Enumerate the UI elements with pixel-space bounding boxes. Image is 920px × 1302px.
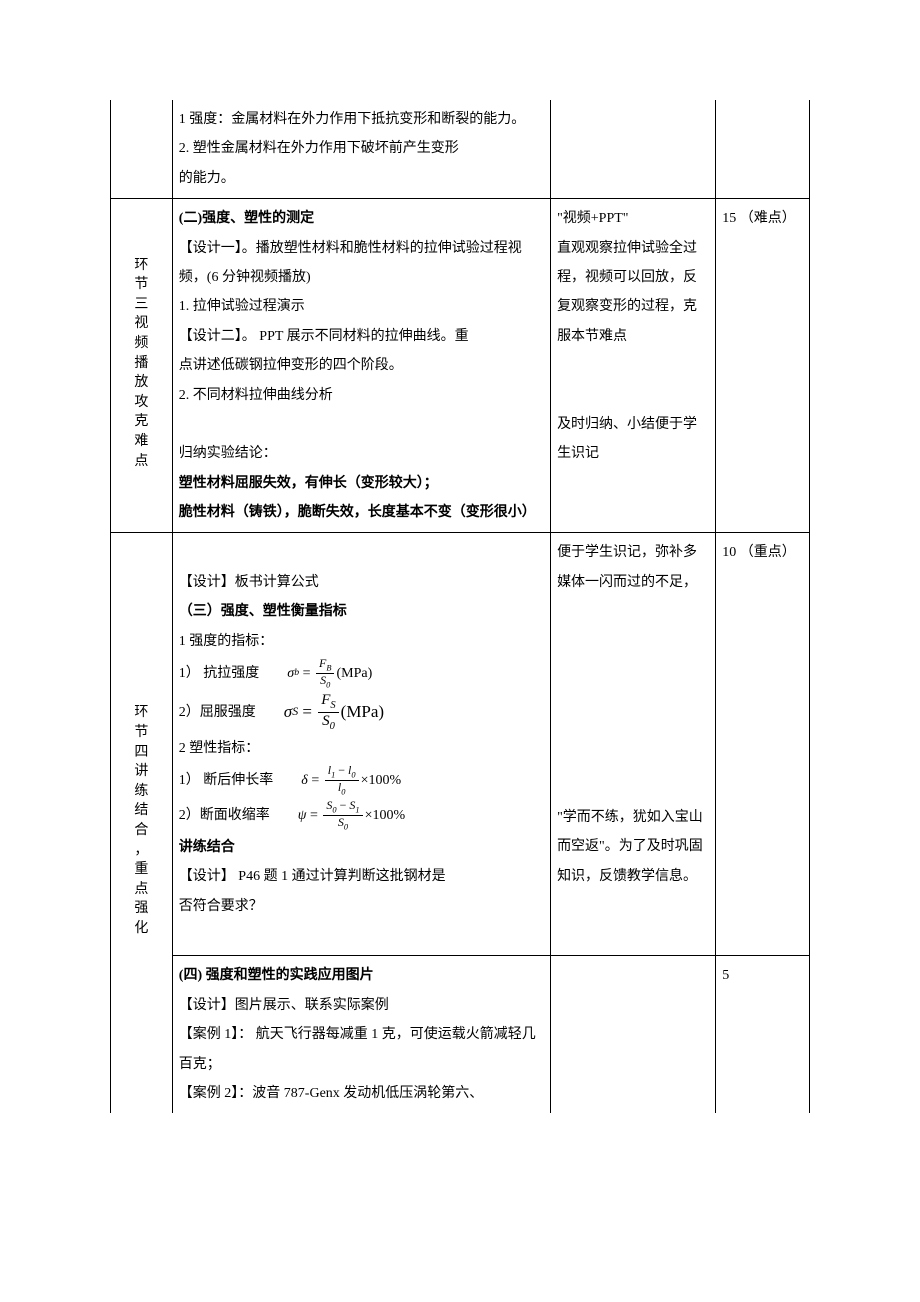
reason-text: 便于学生识记，弥补多媒体一闪而过的不足， xyxy=(557,538,709,597)
time-cell-empty xyxy=(716,100,810,199)
design-text: 【设计】图片展示、联系实际案例 xyxy=(179,991,544,1020)
design-text: 【设计一】。播放塑性材料和脆性材料的拉伸试验过程视频，(6 分钟视频播放) xyxy=(179,234,544,293)
plasticity-title: 2 塑性指标： xyxy=(179,734,544,763)
content-cell: 【设计】板书计算公式 （三）强度、塑性衡量指标 1 强度的指标： 1） 抗拉强度… xyxy=(172,533,550,956)
table-row: 环节三 视频播放 攻克难点 (二)强度、塑性的测定 【设计一】。播放塑性材料和脆… xyxy=(111,199,810,533)
stage-label: 环节四 讲练结合，重点强化 xyxy=(111,533,173,1113)
formula-yield-strength: 2）屈服强度 σS = FS S0 (MPa) xyxy=(179,691,544,734)
stage-label-text: 环节四 讲练结合，重点强化 xyxy=(134,703,148,938)
practice-title: 讲练结合 xyxy=(179,833,544,862)
design-text: 【设计二】。 PPT 展示不同材料的拉伸曲线。重 xyxy=(179,322,544,351)
section-heading: (四) 强度和塑性的实践应用图片 xyxy=(179,961,544,990)
content-cell: (四) 强度和塑性的实践应用图片 【设计】图片展示、联系实际案例 【案例 1】：… xyxy=(172,956,550,1113)
stage-label-text: 环节三 视频播放 攻克难点 xyxy=(134,256,148,472)
lesson-plan-table: 1 强度：金属材料在外力作用下抵抗变形和断裂的能力。 2. 塑性金属材料在外力作… xyxy=(110,100,810,1113)
reason-text: "学而不练，犹如入宝山而空返"。为了及时巩固知识，反馈教学信息。 xyxy=(557,803,709,891)
content-cell: (二)强度、塑性的测定 【设计一】。播放塑性材料和脆性材料的拉伸试验过程视频，(… xyxy=(172,199,550,533)
section-heading: (二)强度、塑性的测定 xyxy=(179,204,544,233)
content-text: 点讲述低碳钢拉伸变形的四个阶段。 xyxy=(179,351,544,380)
time-value: 10 （重点） xyxy=(722,545,796,560)
reason-cell: "视频+PPT" 直观观察拉伸试验全过程，视频可以回放，反复观察变形的过程，克服… xyxy=(551,199,716,533)
summary-text: 塑性材料屈服失效，有伸长（变形较大）； xyxy=(179,469,544,498)
content-text: 的能力。 xyxy=(179,164,544,193)
content-text: 1 强度：金属材料在外力作用下抵抗变形和断裂的能力。 xyxy=(179,105,544,134)
reason-cell-empty xyxy=(551,100,716,199)
summary-text: 脆性材料（铸铁），脆断失效，长度基本不变（变形很小） xyxy=(179,498,544,527)
design-title: 【设计】板书计算公式 xyxy=(179,568,544,597)
time-cell: 15 （难点） xyxy=(716,199,810,533)
section-heading: （三）强度、塑性衡量指标 xyxy=(179,597,544,626)
reason-cell: 便于学生识记，弥补多媒体一闪而过的不足， "学而不练，犹如入宝山而空返"。为了及… xyxy=(551,533,716,956)
content-text: 2. 塑性金属材料在外力作用下破坏前产生变形 xyxy=(179,134,544,163)
case-text: 【案例 1】： 航天飞行器每减重 1 克，可使运载火箭减轻几百克； xyxy=(179,1020,544,1079)
content-text: 2. 不同材料拉伸曲线分析 xyxy=(179,381,544,410)
time-value: 15 （难点） xyxy=(722,211,796,226)
stage-label: 环节三 视频播放 攻克难点 xyxy=(111,199,173,533)
content-text: 1. 拉伸试验过程演示 xyxy=(179,292,544,321)
time-cell: 5 xyxy=(716,956,810,1113)
table-row: 1 强度：金属材料在外力作用下抵抗变形和断裂的能力。 2. 塑性金属材料在外力作… xyxy=(111,100,810,199)
case-text: 【案例 2】：波音 787-Genx 发动机低压涡轮第六、 xyxy=(179,1079,544,1108)
time-cell: 10 （重点） xyxy=(716,533,810,956)
practice-design: 【设计】 P46 题 1 通过计算判断这批钢材是 xyxy=(179,862,544,891)
table-row: 环节四 讲练结合，重点强化 【设计】板书计算公式 （三）强度、塑性衡量指标 1 … xyxy=(111,533,810,956)
practice-question: 否符合要求？ xyxy=(179,892,544,921)
summary-title: 归纳实验结论： xyxy=(179,439,544,468)
formula-area-reduction: 2）断面收缩率 ψ = S0 − S1 S0 ×100% xyxy=(179,798,544,833)
reason-cell-empty xyxy=(551,956,716,1113)
table-row: (四) 强度和塑性的实践应用图片 【设计】图片展示、联系实际案例 【案例 1】：… xyxy=(111,956,810,1113)
formula-tensile-strength: 1） 抗拉强度 σb = FB S0 (MPa) xyxy=(179,656,544,691)
reason-text: 直观观察拉伸试验全过程，视频可以回放，反复观察变形的过程，克服本节难点 xyxy=(557,234,709,352)
stage-label-empty xyxy=(111,100,173,199)
reason-text: "视频+PPT" xyxy=(557,204,709,233)
content-cell: 1 强度：金属材料在外力作用下抵抗变形和断裂的能力。 2. 塑性金属材料在外力作… xyxy=(172,100,550,199)
strength-title: 1 强度的指标： xyxy=(179,627,544,656)
formula-elongation: 1） 断后伸长率 δ = l1 − l0 l0 ×100% xyxy=(179,763,544,798)
reason-text: 及时归纳、小结便于学生识记 xyxy=(557,410,709,469)
time-value: 5 xyxy=(722,968,729,983)
